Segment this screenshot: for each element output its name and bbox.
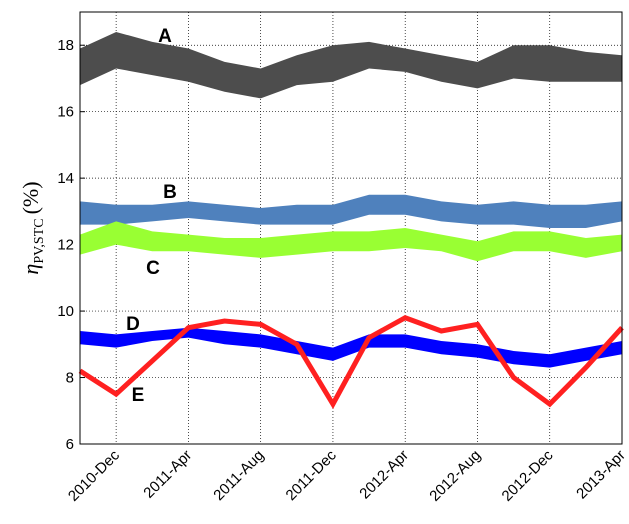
series-label: A <box>158 26 172 47</box>
y-axis-label: ηPV,STC (%) <box>18 181 47 274</box>
line <box>78 314 624 410</box>
x-tick-label: 2013-Apr <box>573 447 629 503</box>
series-label: B <box>163 182 177 203</box>
y-label-subscript: PV,STC <box>32 218 47 263</box>
x-tick-label: 2011-Aug <box>210 447 267 504</box>
band-area <box>80 327 622 368</box>
y-tick-label: 10 <box>57 303 74 320</box>
y-tick-label: 8 <box>66 370 74 387</box>
x-tick-label: 2012-Aug <box>426 447 484 505</box>
x-tick-label: 2012-Apr <box>356 447 412 503</box>
x-tick-label: 2011-Dec <box>283 446 341 504</box>
band-area <box>80 31 622 99</box>
series-label: D <box>126 314 140 335</box>
y-tick-label: 18 <box>57 37 74 54</box>
y-tick-label: 14 <box>57 170 74 187</box>
y-label-symbol: η <box>18 264 43 275</box>
x-tick-label: 2012-Dec <box>499 446 557 504</box>
series-label: E <box>132 385 145 406</box>
y-tick-label: 16 <box>57 104 74 121</box>
series-label: C <box>146 258 160 279</box>
plot-frame <box>79 11 623 445</box>
y-label-unit: (%) <box>18 181 43 214</box>
x-tick-label: 2010-Dec <box>65 446 123 504</box>
x-tick-label: 2011-Apr <box>140 447 195 502</box>
y-tick-label: 12 <box>57 237 74 254</box>
band-area <box>80 194 622 228</box>
y-tick-label: 6 <box>66 436 74 453</box>
band-area <box>80 221 622 262</box>
